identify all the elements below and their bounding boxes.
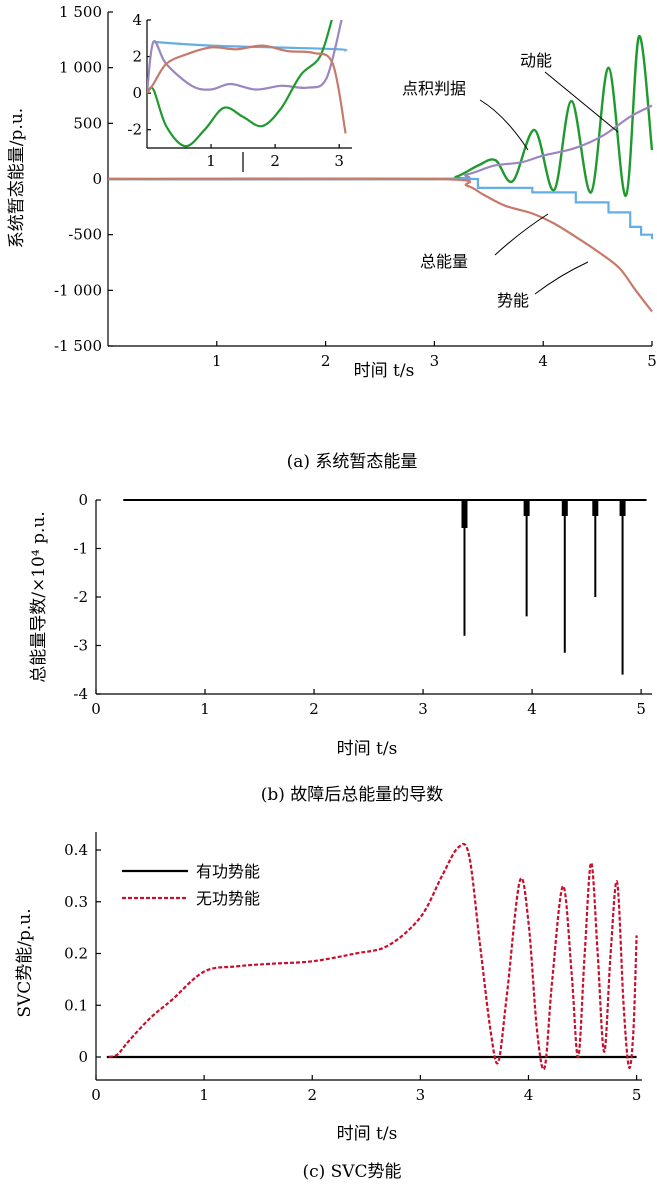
panel-b-xlabel: 时间 t/s	[337, 739, 398, 759]
inset-dot-product-line	[147, 20, 343, 94]
panel-a-ytick-label: 0	[92, 170, 102, 188]
panel-c-ytick-label: 0.4	[64, 841, 88, 859]
legend-label-reactive: 无功势能	[196, 889, 260, 908]
leader-dot-product	[479, 99, 529, 151]
annotation-dot-product: 点积判据	[402, 79, 466, 98]
panel-b-xtick-label: 0	[91, 700, 101, 718]
panel-a-ylabel: 系统暂态能量/p.u.	[7, 108, 27, 248]
panel-b-ytick-label: -1	[73, 540, 88, 558]
panel-c-xtick-label: 5	[632, 1086, 642, 1104]
panel-a-xtick-label: 3	[430, 352, 440, 370]
panel-a-xtick-label: 2	[321, 352, 331, 370]
leader-kinetic	[544, 71, 619, 133]
panel-b-ylabel: 总能量导数/×10⁴ p.u.	[29, 511, 49, 682]
panel-b-xtick-label: 3	[418, 700, 428, 718]
panel-a-ytick-label: 1 000	[59, 59, 102, 77]
panel-b-derivative: 总能量导数/×10⁴ p.u. 时间 t/s (b) 故障后总能量的导数 0 -1…	[29, 491, 652, 805]
panel-c-xlabel: 时间 t/s	[337, 1124, 398, 1144]
inset-background	[147, 20, 352, 148]
inset-kinetic-energy-line	[147, 20, 333, 148]
legend-label-active: 有功势能	[196, 862, 260, 881]
panel-a-ytick-label: -500	[68, 226, 102, 244]
panel-c-svc: SVC势能/p.u. 时间 t/s (c) SVC势能 0.4 0.3 0.2 0.1…	[15, 832, 642, 1182]
derivative-spike-base	[461, 500, 468, 528]
panel-c-ytick-label: 0	[78, 1048, 88, 1066]
panel-c-xtick-label: 0	[91, 1086, 101, 1104]
panel-c-xtick-label: 2	[307, 1086, 317, 1104]
panel-a-ytick-label: -1 000	[54, 281, 102, 299]
series-total-energy-line	[108, 177, 654, 240]
panel-c-xtick-label: 4	[524, 1086, 534, 1104]
inset-series-group	[147, 20, 348, 148]
series-reactive-potential-line	[108, 842, 638, 1071]
panel-c-ytick-label: 0.2	[64, 945, 88, 963]
series-potential-energy-line	[107, 177, 653, 313]
panel-a-ytick-label: -1 500	[54, 337, 102, 355]
derivative-spike-base	[561, 500, 568, 516]
panel-a-caption: (a) 系统暂态能量	[287, 452, 418, 472]
inset-ytick-label: 0	[132, 84, 142, 102]
panel-b-ytick-label: -4	[73, 685, 88, 703]
panel-b-xtick-label: 1	[200, 700, 210, 718]
inset-potential-energy-line	[147, 44, 347, 134]
derivative-spike-base	[592, 500, 599, 516]
panel-b-xtick-label: 2	[309, 700, 319, 718]
panel-a-xtick-label: 4	[538, 352, 548, 370]
panel-b-ytick-label: -3	[73, 637, 88, 655]
panel-c-caption: (c) SVC势能	[302, 1162, 401, 1182]
panel-c-ytick-label: 0.1	[64, 996, 88, 1014]
panel-c-ytick-label: 0.3	[64, 893, 88, 911]
panel-b-ytick-label: 0	[78, 491, 88, 509]
leader-total-energy	[494, 213, 549, 256]
panel-b-xtick-label: 4	[527, 700, 537, 718]
inset-ytick-label: 4	[132, 11, 142, 29]
annotation-kinetic: 动能	[520, 51, 552, 70]
derivative-spike-base	[619, 500, 626, 516]
panel-c-xtick-label: 3	[416, 1086, 426, 1104]
panel-a-xtick-label: 1	[212, 352, 222, 370]
leader-potential-energy	[534, 261, 589, 295]
panel-c-ylabel: SVC势能/p.u.	[15, 908, 35, 1017]
panel-b-ytick-label: -2	[73, 588, 88, 606]
panel-b-caption: (b) 故障后总能量的导数	[261, 785, 444, 805]
panel-a-ytick-label: 1 500	[59, 3, 102, 21]
annotation-potential-energy: 势能	[497, 291, 529, 310]
inset-ytick-label: -2	[127, 121, 142, 139]
annotation-total-energy: 总能量	[420, 252, 468, 271]
inset-xtick-label: 1	[206, 152, 216, 170]
panel-a-ytick-label: 500	[73, 114, 102, 132]
inset-xtick-label: 3	[334, 152, 344, 170]
panel-a-xlabel: 时间 t/s	[354, 361, 415, 381]
panel-c-xtick-label: 1	[199, 1086, 209, 1104]
panel-b-xtick-label: 5	[636, 700, 646, 718]
panel-a-xtick-label: 5	[647, 352, 657, 370]
inset-xtick-label: 2	[270, 152, 280, 170]
inset-ytick-label: 2	[132, 48, 142, 66]
derivative-spike-base	[523, 500, 530, 516]
